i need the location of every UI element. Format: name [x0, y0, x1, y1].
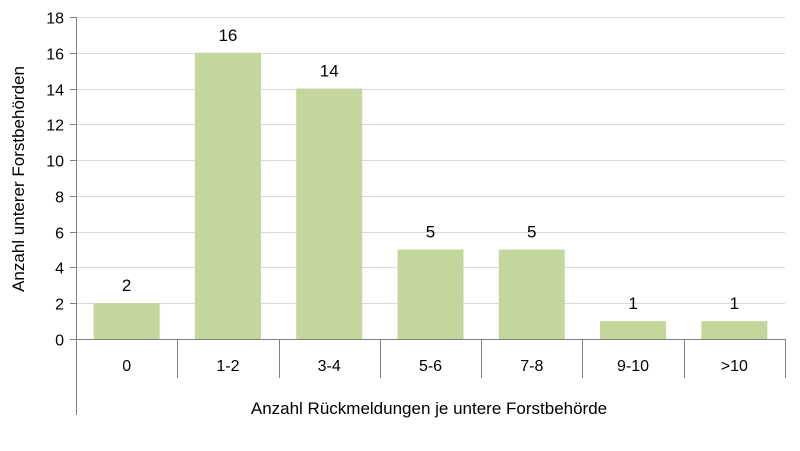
y-tick-label: 2 [55, 297, 64, 314]
data-label: 1 [628, 294, 637, 313]
y-tick-label: 14 [46, 83, 64, 100]
y-tick-labels: 0 2 4 6 8 10 12 14 16 18 [46, 11, 64, 350]
data-labels: 2 16 14 5 5 1 1 [122, 26, 739, 313]
data-label: 14 [320, 62, 339, 81]
data-label: 16 [218, 26, 237, 45]
bar [498, 249, 565, 339]
y-tick-label: 0 [55, 333, 64, 350]
data-label: 5 [527, 223, 536, 242]
data-label: 2 [122, 276, 131, 295]
x-tick-label: 3-4 [318, 358, 341, 375]
x-tick-label: 1-2 [216, 358, 239, 375]
data-label: 1 [730, 294, 739, 313]
bar [397, 249, 464, 339]
y-tick-label: 16 [46, 47, 64, 64]
bars [93, 52, 768, 340]
y-axis-title: Anzahl unterer Forstbehörden [9, 66, 28, 292]
data-label: 5 [426, 223, 435, 242]
bar [600, 321, 667, 339]
bar [194, 52, 261, 340]
axes [70, 17, 786, 415]
bar [701, 321, 768, 339]
bar [93, 303, 160, 339]
y-tick-label: 18 [46, 11, 64, 28]
y-tick-label: 6 [55, 226, 64, 243]
x-tick-label: 0 [122, 358, 131, 375]
x-tick-label: >10 [721, 358, 748, 375]
y-tick-label: 8 [55, 190, 64, 207]
x-tick-label: 9-10 [617, 358, 649, 375]
x-tick-label: 7-8 [520, 358, 543, 375]
y-tick-label: 4 [55, 261, 64, 278]
gridlines [76, 17, 785, 304]
x-tick-labels: 0 1-2 3-4 5-6 7-8 9-10 >10 [122, 358, 748, 375]
x-tick-label: 5-6 [419, 358, 442, 375]
x-axis-title: Anzahl Rückmeldungen je untere Forstbehö… [251, 399, 607, 418]
y-tick-label: 10 [46, 154, 64, 171]
y-tick-label: 12 [46, 118, 64, 135]
bar [296, 88, 363, 339]
